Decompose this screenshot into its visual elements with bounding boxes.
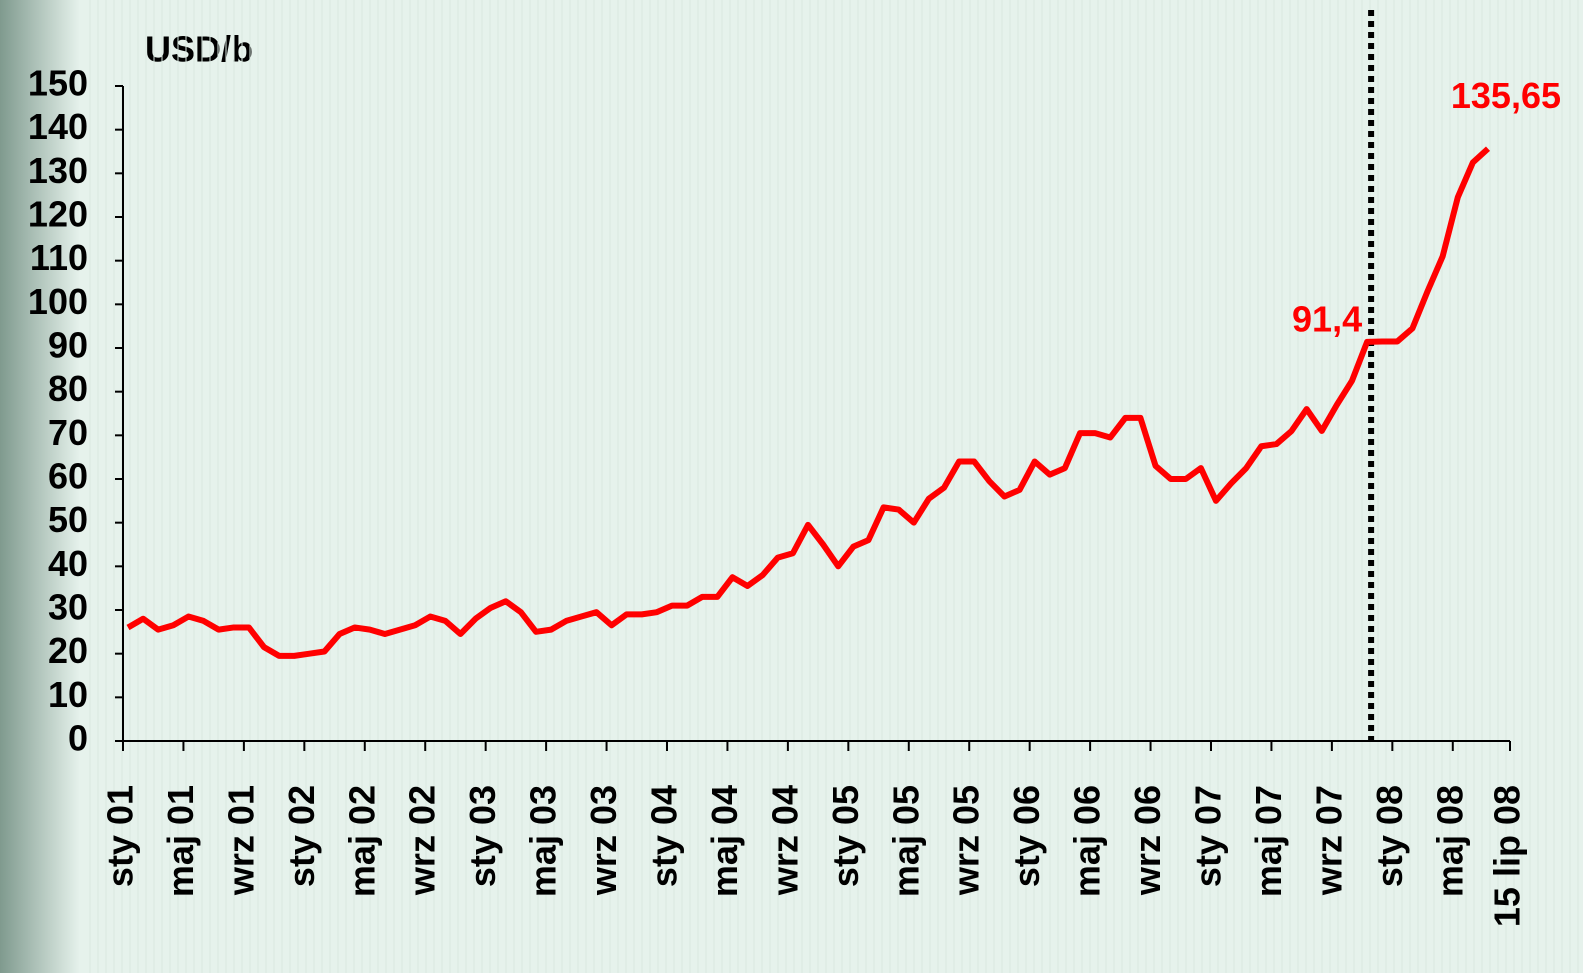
axis-unit: USD/b (145, 29, 253, 70)
x-tick-label: wrz 03 (583, 785, 624, 896)
y-tick-label: 150 (28, 63, 88, 104)
y-tick-label: 30 (48, 587, 88, 628)
background-edge (0, 0, 80, 973)
x-tick-label: maj 02 (341, 785, 382, 897)
x-tick-label: wrz 07 (1308, 785, 1349, 896)
x-tick-label: sty 03 (462, 785, 503, 887)
x-tick-label: sty 05 (825, 785, 866, 887)
x-tick-label: maj 03 (523, 785, 564, 897)
x-tick-label: maj 01 (160, 785, 201, 897)
y-tick-label: 100 (28, 281, 88, 322)
x-tick-label: sty 02 (281, 785, 322, 887)
x-tick-label: sty 08 (1369, 785, 1410, 887)
x-tick-label: wrz 02 (402, 785, 443, 896)
y-tick-label: 110 (30, 237, 88, 278)
x-tick-label: wrz 04 (764, 785, 805, 896)
y-tick-label: 50 (48, 499, 88, 540)
y-tick-label: 60 (48, 456, 88, 497)
y-tick-label: 120 (28, 194, 88, 235)
y-tick-label: 70 (48, 412, 88, 453)
x-tick-label: sty 01 (100, 785, 141, 887)
x-tick-label: maj 08 (1429, 785, 1470, 897)
x-tick-label: sty 07 (1188, 785, 1229, 887)
y-tick-label: 40 (48, 543, 88, 584)
data-label: 135,65 (1451, 75, 1561, 116)
data-label: 91,4 (1292, 298, 1362, 339)
y-tick-label: 130 (28, 150, 88, 191)
y-tick-label: 80 (48, 368, 88, 409)
x-tick-label: wrz 05 (946, 785, 987, 896)
x-tick-label: sty 06 (1006, 785, 1047, 887)
x-tick-label: wrz 01 (220, 785, 261, 896)
y-tick-label: 140 (28, 106, 88, 147)
x-tick-label: 15 lip 08 (1487, 785, 1528, 927)
x-tick-label: wrz 06 (1127, 785, 1168, 896)
data-line (126, 146, 1491, 659)
x-tick-label: maj 07 (1248, 785, 1289, 897)
x-tick-label: sty 04 (644, 785, 685, 887)
y-tick-label: 90 (48, 325, 88, 366)
y-tick-label: 10 (48, 674, 88, 715)
y-tick-label: 20 (48, 630, 88, 671)
x-tick-label: maj 06 (1067, 785, 1108, 897)
x-tick-label: maj 04 (704, 785, 745, 897)
x-tick-label: maj 05 (885, 785, 926, 897)
y-tick-label: 0 (68, 718, 88, 759)
